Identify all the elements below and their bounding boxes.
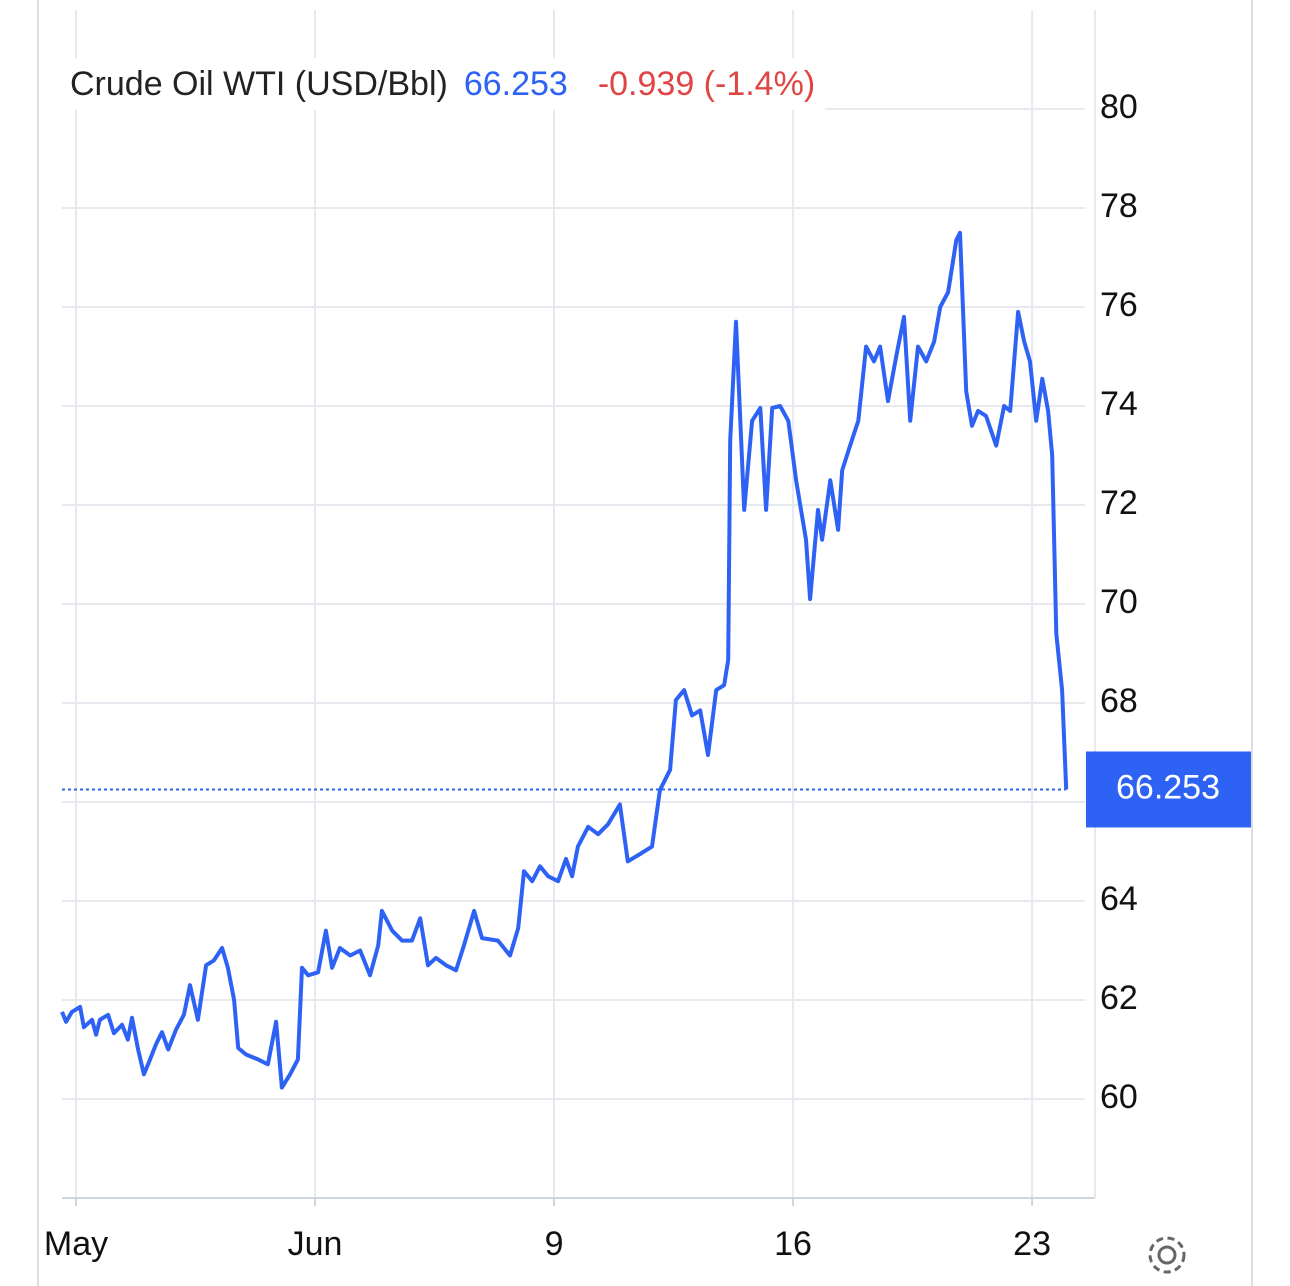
- last-price-box: [1086, 751, 1251, 828]
- y-tick-label: 68: [1100, 682, 1138, 720]
- settings-icon[interactable]: [1148, 1236, 1186, 1274]
- change: -0.939 (-1.4%): [597, 64, 816, 103]
- y-tick-label: 60: [1100, 1078, 1138, 1116]
- y-tick-label: 70: [1100, 583, 1138, 621]
- x-tick-label: Jun: [288, 1225, 343, 1263]
- y-tick-label: 74: [1100, 385, 1138, 423]
- price-line: [60, 230, 1069, 1090]
- last-price-label: 66.253: [1116, 768, 1220, 806]
- y-tick-label: 78: [1100, 187, 1138, 225]
- title: Crude Oil WTI (USD/Bbl): [70, 64, 448, 103]
- header: Crude Oil WTI (USD/Bbl) 66.253 -0.939 (-…: [62, 58, 826, 110]
- x-tick-label: May: [44, 1225, 108, 1263]
- y-tick-label: 80: [1100, 88, 1138, 126]
- y-tick-label: 64: [1100, 880, 1138, 918]
- x-tick-label: 16: [774, 1225, 812, 1263]
- y-tick-label: 76: [1100, 286, 1138, 324]
- x-tick-label: 9: [545, 1225, 564, 1263]
- price: 66.253: [463, 64, 568, 103]
- y-tick-label: 72: [1100, 484, 1138, 522]
- x-tick-label: 23: [1013, 1225, 1051, 1263]
- y-tick-label: 62: [1100, 979, 1138, 1017]
